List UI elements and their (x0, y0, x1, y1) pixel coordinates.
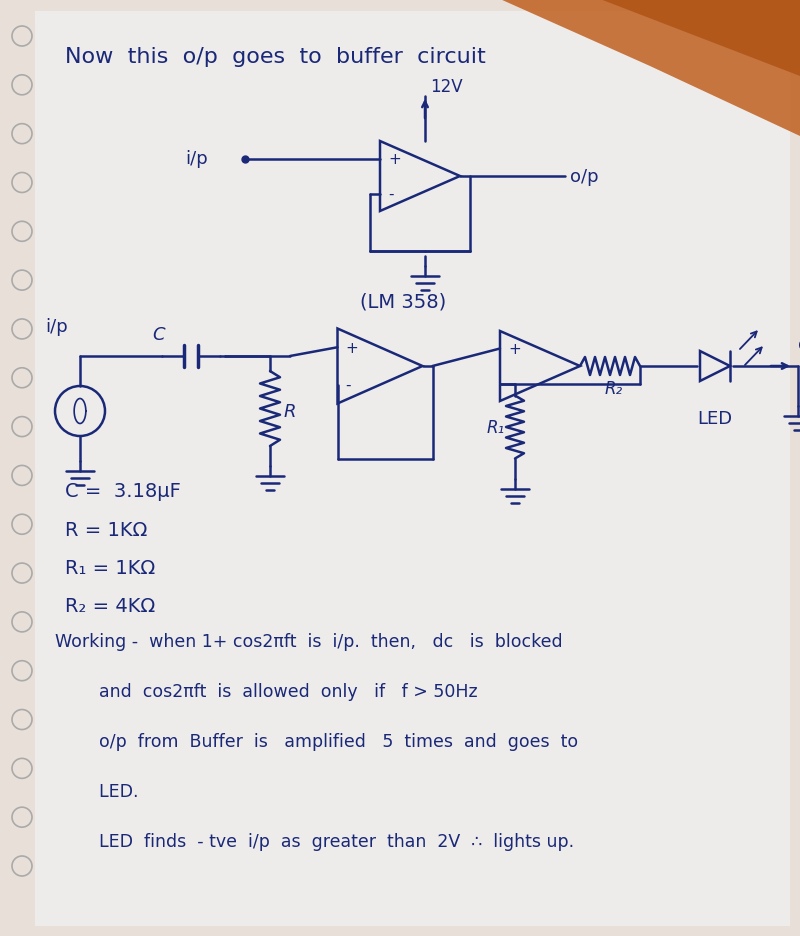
Text: R = 1KΩ: R = 1KΩ (65, 519, 147, 539)
Text: R₂: R₂ (605, 380, 623, 398)
Text: +: + (388, 152, 401, 167)
Text: LED  finds  - tve  i/p  as  greater  than  2V  ∴  lights up.: LED finds - tve i/p as greater than 2V ∴… (55, 832, 574, 850)
Text: -: - (346, 378, 351, 393)
Text: i/p: i/p (185, 151, 208, 168)
Text: LED: LED (697, 410, 732, 428)
Text: C: C (152, 326, 165, 344)
Text: +: + (508, 342, 521, 357)
Polygon shape (500, 0, 800, 137)
Text: o/p  from  Buffer  is   amplified   5  times  and  goes  to: o/p from Buffer is amplified 5 times and… (55, 732, 578, 750)
Text: 12V: 12V (430, 78, 462, 95)
Text: R₁: R₁ (487, 419, 505, 437)
Text: (LM 358): (LM 358) (360, 292, 446, 311)
Text: o/p: o/p (570, 168, 598, 186)
Text: Now  this  o/p  goes  to  buffer  circuit: Now this o/p goes to buffer circuit (65, 47, 486, 67)
Text: and  cos2πft  is  allowed  only   if   f > 50Hz: and cos2πft is allowed only if f > 50Hz (55, 682, 478, 700)
Text: o/p: o/p (798, 336, 800, 354)
FancyBboxPatch shape (35, 12, 790, 926)
Text: Working -  when 1+ cos2πft  is  i/p.  then,   dc   is  blocked: Working - when 1+ cos2πft is i/p. then, … (55, 633, 562, 651)
Text: C =  3.18μF: C = 3.18μF (65, 482, 181, 501)
Text: -: - (388, 187, 394, 202)
Text: R: R (284, 402, 297, 420)
Text: R₁ = 1KΩ: R₁ = 1KΩ (65, 558, 155, 577)
Text: i/p: i/p (45, 317, 68, 336)
Text: +: + (346, 341, 358, 356)
Text: -: - (508, 376, 514, 391)
Text: R₂ = 4KΩ: R₂ = 4KΩ (65, 596, 155, 615)
Text: LED.: LED. (55, 782, 138, 800)
Polygon shape (600, 0, 800, 77)
